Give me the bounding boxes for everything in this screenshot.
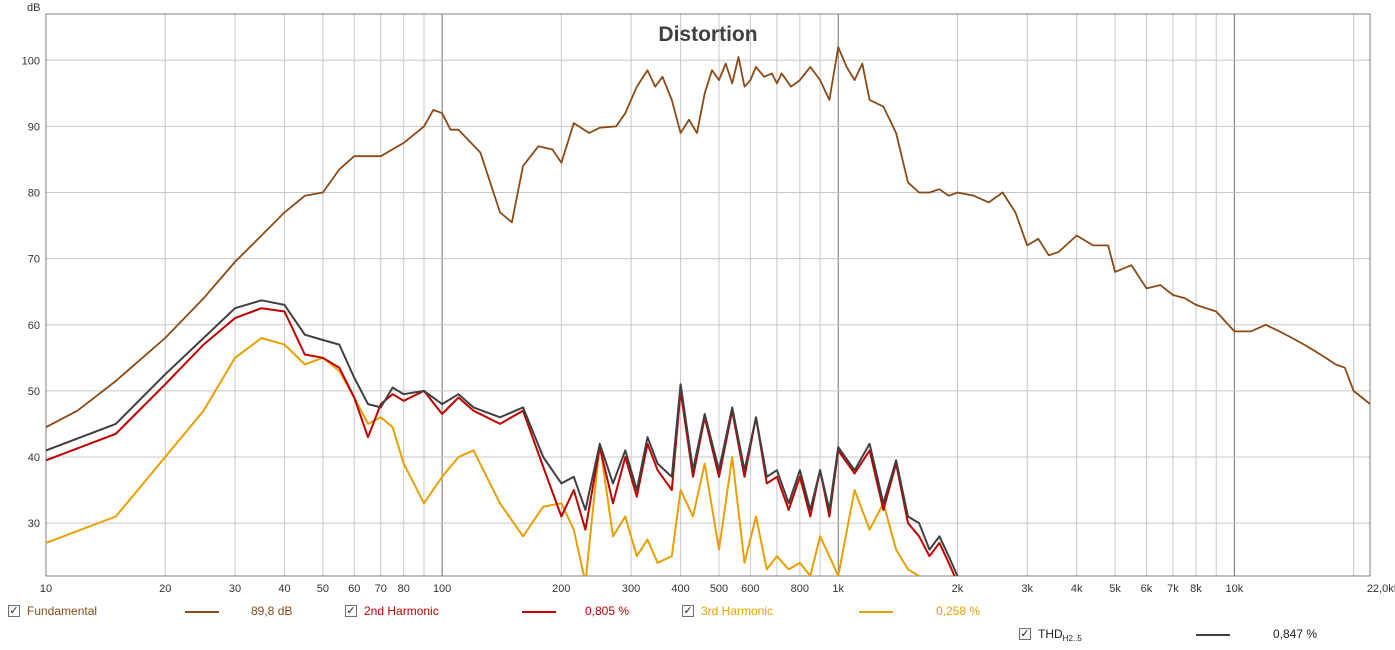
chart-title: Distortion [658,23,757,46]
series-line-fundamental [46,46,1370,428]
y-tick-label: 30 [28,518,40,530]
legend-item-thd: ✓ THDH2..5 0,847 % [1019,627,1329,643]
x-tick-labels: 10 20 30 40 50 60 70 80 100 200 300 400 500 600 800 1k 2… [40,583,1395,595]
fundamental-value: 89,8 dB [251,604,293,618]
fundamental-label: Fundamental [27,604,98,618]
chart-background [0,0,1395,600]
series-line-2nd-harmonic [46,307,956,576]
3rd-harmonic-swatch [859,611,893,613]
x-tick-label: 80 [398,583,410,595]
plot-frame [45,13,1371,577]
x-tick-label: 10 [40,583,52,595]
3rd-harmonic-value: 0,258 % [936,604,981,618]
series-lines [46,46,1370,576]
2nd-harmonic-value: 0,805 % [585,604,630,618]
x-tick-label: 22,0kHz [1367,583,1395,595]
x-tick-label: 50 [317,583,329,595]
series-line-thd [46,299,959,576]
x-tick-label: 300 [622,583,640,595]
y-tick-label: 40 [28,452,40,464]
3rd-harmonic-checkbox[interactable]: ✓ [682,605,694,617]
legend-item-fundamental: ✓ Fundamental 89,8 dB [8,604,318,620]
x-tick-label: 10k [1225,583,1243,595]
x-tick-label: 6k [1141,583,1153,595]
x-tick-label: 1k [832,583,844,595]
thd-swatch [1196,634,1230,636]
y-tick-label: 70 [28,254,40,266]
y-tick-label: 90 [28,121,40,133]
fundamental-checkbox[interactable]: ✓ [8,605,20,617]
x-tick-label: 2k [952,583,964,595]
grid-lines [46,14,1370,576]
y-tick-labels: 30 40 50 60 70 80 90 100 [22,55,40,530]
thd-label: THDH2..5 [1038,627,1082,643]
legend-item-2nd-harmonic: ✓ 2nd Harmonic 0,805 % [345,604,655,620]
thd-label-subscript: H2..5 [1062,634,1082,643]
x-tick-label: 30 [229,583,241,595]
x-tick-label: 40 [278,583,290,595]
y-tick-label: 60 [28,320,40,332]
x-tick-label: 100 [433,583,451,595]
x-tick-label: 7k [1167,583,1179,595]
y-tick-label: 100 [22,55,40,67]
thd-label-main: THD [1038,627,1063,641]
x-tick-label: 8k [1190,583,1202,595]
x-tick-label: 800 [791,583,809,595]
x-tick-label: 4k [1071,583,1083,595]
3rd-harmonic-label: 3rd Harmonic [701,604,774,618]
x-tick-label: 400 [671,583,689,595]
series-line-3rd-harmonic [46,337,921,576]
x-tick-label: 200 [552,583,570,595]
2nd-harmonic-label: 2nd Harmonic [364,604,439,618]
legend-item-3rd-harmonic: ✓ 3rd Harmonic 0,258 % [682,604,992,620]
2nd-harmonic-swatch [522,611,556,613]
y-axis-label: dB [27,2,40,14]
x-tick-label: 20 [159,583,171,595]
fundamental-swatch [185,611,219,613]
2nd-harmonic-checkbox[interactable]: ✓ [345,605,357,617]
x-tick-label: 3k [1021,583,1033,595]
y-tick-label: 50 [28,386,40,398]
x-tick-label: 500 [710,583,728,595]
thd-value: 0,847 % [1273,627,1318,641]
distortion-chart: 30 40 50 60 70 80 90 100 10 20 30 40 50 60 70 80 100 200… [0,0,1395,600]
x-tick-label: 60 [348,583,360,595]
y-tick-label: 80 [28,188,40,200]
x-tick-label: 70 [375,583,387,595]
thd-checkbox[interactable]: ✓ [1019,628,1031,640]
x-tick-label: 600 [741,583,759,595]
x-tick-label: 5k [1109,583,1121,595]
